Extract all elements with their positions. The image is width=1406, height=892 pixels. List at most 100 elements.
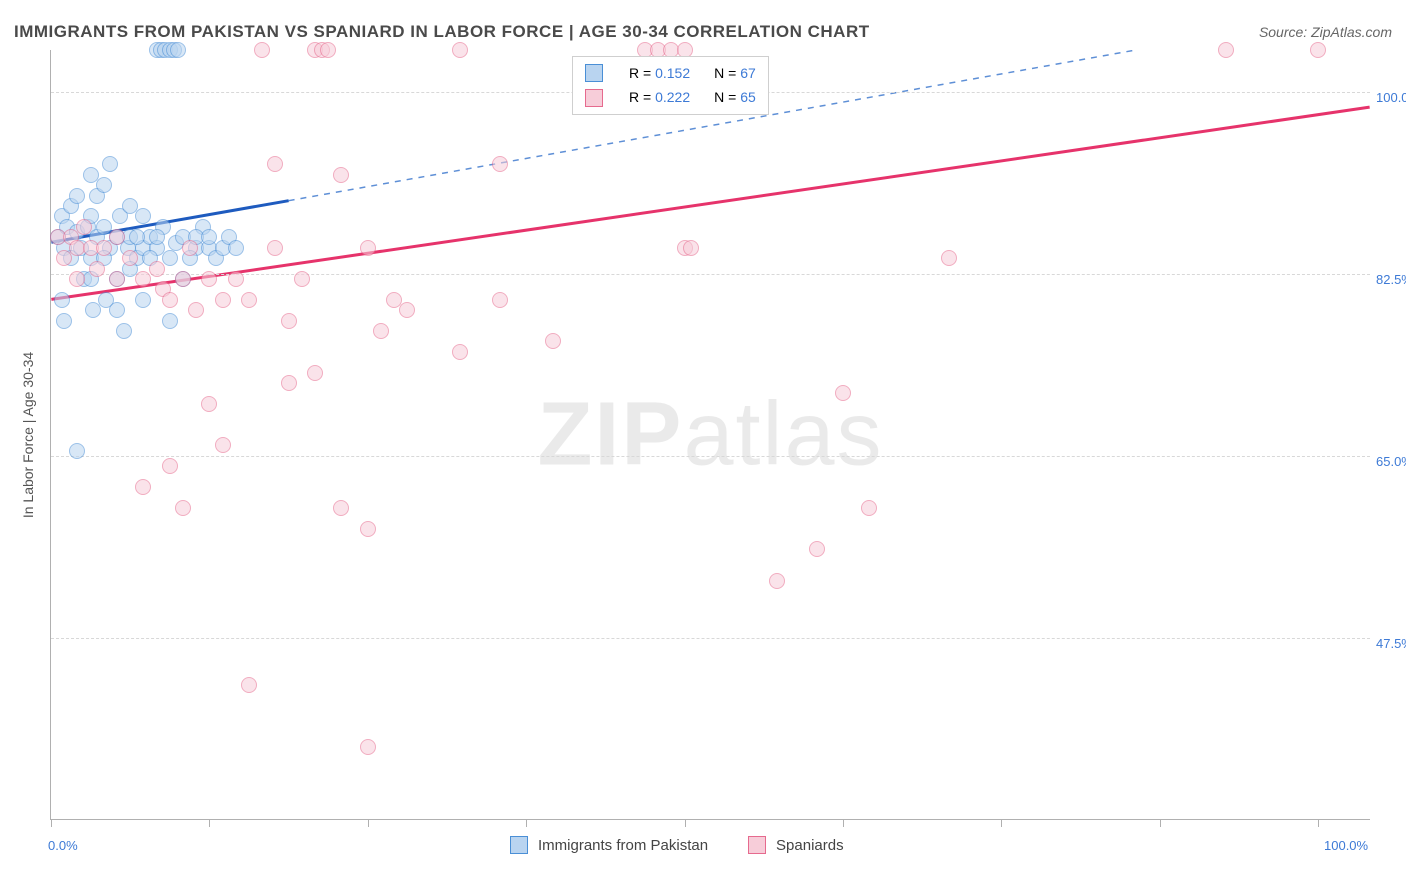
scatter-point-spaniards bbox=[294, 271, 310, 287]
scatter-point-spaniards bbox=[122, 250, 138, 266]
y-tick-label: 100.0% bbox=[1376, 90, 1406, 105]
x-tick bbox=[526, 819, 527, 827]
scatter-point-pakistan bbox=[102, 156, 118, 172]
scatter-point-spaniards bbox=[109, 229, 125, 245]
scatter-point-pakistan bbox=[170, 42, 186, 58]
scatter-point-spaniards bbox=[149, 261, 165, 277]
x-tick bbox=[209, 819, 210, 827]
scatter-point-spaniards bbox=[320, 42, 336, 58]
swatch-pakistan bbox=[585, 64, 603, 82]
scatter-point-spaniards bbox=[683, 240, 699, 256]
title-row: IMMIGRANTS FROM PAKISTAN VS SPANIARD IN … bbox=[14, 22, 1392, 42]
x-axis-label-max: 100.0% bbox=[1324, 838, 1368, 853]
scatter-point-spaniards bbox=[373, 323, 389, 339]
scatter-point-spaniards bbox=[492, 292, 508, 308]
scatter-point-spaniards bbox=[492, 156, 508, 172]
scatter-point-spaniards bbox=[941, 250, 957, 266]
x-tick bbox=[843, 819, 844, 827]
scatter-point-spaniards bbox=[135, 479, 151, 495]
scatter-point-pakistan bbox=[69, 188, 85, 204]
legend-item-spaniards: Spaniards bbox=[748, 836, 844, 854]
scatter-point-spaniards bbox=[228, 271, 244, 287]
gridline bbox=[51, 456, 1370, 457]
scatter-point-pakistan bbox=[116, 323, 132, 339]
x-tick bbox=[1160, 819, 1161, 827]
scatter-point-spaniards bbox=[69, 271, 85, 287]
scatter-point-spaniards bbox=[267, 156, 283, 172]
n-label: N = bbox=[714, 65, 736, 81]
scatter-point-spaniards bbox=[188, 302, 204, 318]
chart-container: IMMIGRANTS FROM PAKISTAN VS SPANIARD IN … bbox=[0, 0, 1406, 892]
chart-title: IMMIGRANTS FROM PAKISTAN VS SPANIARD IN … bbox=[14, 22, 870, 42]
scatter-point-spaniards bbox=[215, 437, 231, 453]
legend-row-pakistan: R = 0.152 N = 67 bbox=[573, 61, 768, 85]
scatter-point-pakistan bbox=[228, 240, 244, 256]
y-tick-label: 47.5% bbox=[1376, 636, 1406, 651]
r-value-pakistan: 0.152 bbox=[655, 65, 690, 81]
r-value-spaniards: 0.222 bbox=[655, 89, 690, 105]
scatter-point-pakistan bbox=[162, 250, 178, 266]
scatter-point-pakistan bbox=[54, 292, 70, 308]
swatch-spaniards bbox=[748, 836, 766, 854]
scatter-point-spaniards bbox=[162, 458, 178, 474]
r-label: R = bbox=[629, 89, 651, 105]
scatter-point-spaniards bbox=[809, 541, 825, 557]
x-tick bbox=[51, 819, 52, 827]
scatter-point-spaniards bbox=[1218, 42, 1234, 58]
scatter-point-spaniards bbox=[545, 333, 561, 349]
scatter-point-spaniards bbox=[861, 500, 877, 516]
r-label: R = bbox=[629, 65, 651, 81]
scatter-point-spaniards bbox=[254, 42, 270, 58]
source-label: Source: ZipAtlas.com bbox=[1259, 24, 1392, 40]
scatter-point-spaniards bbox=[360, 739, 376, 755]
scatter-point-spaniards bbox=[452, 42, 468, 58]
scatter-point-spaniards bbox=[162, 292, 178, 308]
legend-item-pakistan: Immigrants from Pakistan bbox=[510, 836, 708, 854]
plot-area: ZIPatlas bbox=[50, 50, 1370, 820]
scatter-point-pakistan bbox=[96, 177, 112, 193]
x-tick bbox=[1001, 819, 1002, 827]
scatter-point-spaniards bbox=[360, 521, 376, 537]
scatter-point-spaniards bbox=[452, 344, 468, 360]
legend-label-spaniards: Spaniards bbox=[776, 837, 844, 854]
scatter-point-spaniards bbox=[56, 250, 72, 266]
scatter-point-pakistan bbox=[85, 302, 101, 318]
x-tick bbox=[1318, 819, 1319, 827]
scatter-point-spaniards bbox=[241, 292, 257, 308]
scatter-point-spaniards bbox=[835, 385, 851, 401]
n-value-spaniards: 65 bbox=[740, 89, 756, 105]
scatter-point-spaniards bbox=[109, 271, 125, 287]
scatter-point-pakistan bbox=[109, 302, 125, 318]
legend-label-pakistan: Immigrants from Pakistan bbox=[538, 837, 708, 854]
watermark: ZIPatlas bbox=[537, 383, 883, 486]
scatter-point-spaniards bbox=[267, 240, 283, 256]
x-tick bbox=[685, 819, 686, 827]
scatter-point-spaniards bbox=[399, 302, 415, 318]
scatter-point-spaniards bbox=[281, 313, 297, 329]
scatter-point-spaniards bbox=[1310, 42, 1326, 58]
y-tick-label: 65.0% bbox=[1376, 454, 1406, 469]
scatter-point-pakistan bbox=[135, 208, 151, 224]
watermark-part-a: ZIP bbox=[537, 384, 683, 484]
scatter-point-spaniards bbox=[182, 240, 198, 256]
x-axis-label-min: 0.0% bbox=[48, 838, 78, 853]
scatter-point-spaniards bbox=[89, 261, 105, 277]
scatter-point-pakistan bbox=[162, 313, 178, 329]
scatter-point-pakistan bbox=[69, 443, 85, 459]
correlation-table: R = 0.152 N = 67 R = 0.222 N = 65 bbox=[573, 61, 768, 110]
n-label: N = bbox=[714, 89, 736, 105]
scatter-point-pakistan bbox=[129, 229, 145, 245]
swatch-pakistan bbox=[510, 836, 528, 854]
watermark-part-b: atlas bbox=[683, 384, 883, 484]
gridline bbox=[51, 274, 1370, 275]
scatter-point-spaniards bbox=[76, 219, 92, 235]
scatter-point-pakistan bbox=[56, 313, 72, 329]
scatter-point-spaniards bbox=[333, 500, 349, 516]
scatter-point-pakistan bbox=[135, 292, 151, 308]
gridline bbox=[51, 638, 1370, 639]
x-tick bbox=[368, 819, 369, 827]
scatter-point-spaniards bbox=[281, 375, 297, 391]
y-axis-title: In Labor Force | Age 30-34 bbox=[20, 352, 36, 518]
scatter-point-spaniards bbox=[135, 271, 151, 287]
scatter-point-spaniards bbox=[215, 292, 231, 308]
